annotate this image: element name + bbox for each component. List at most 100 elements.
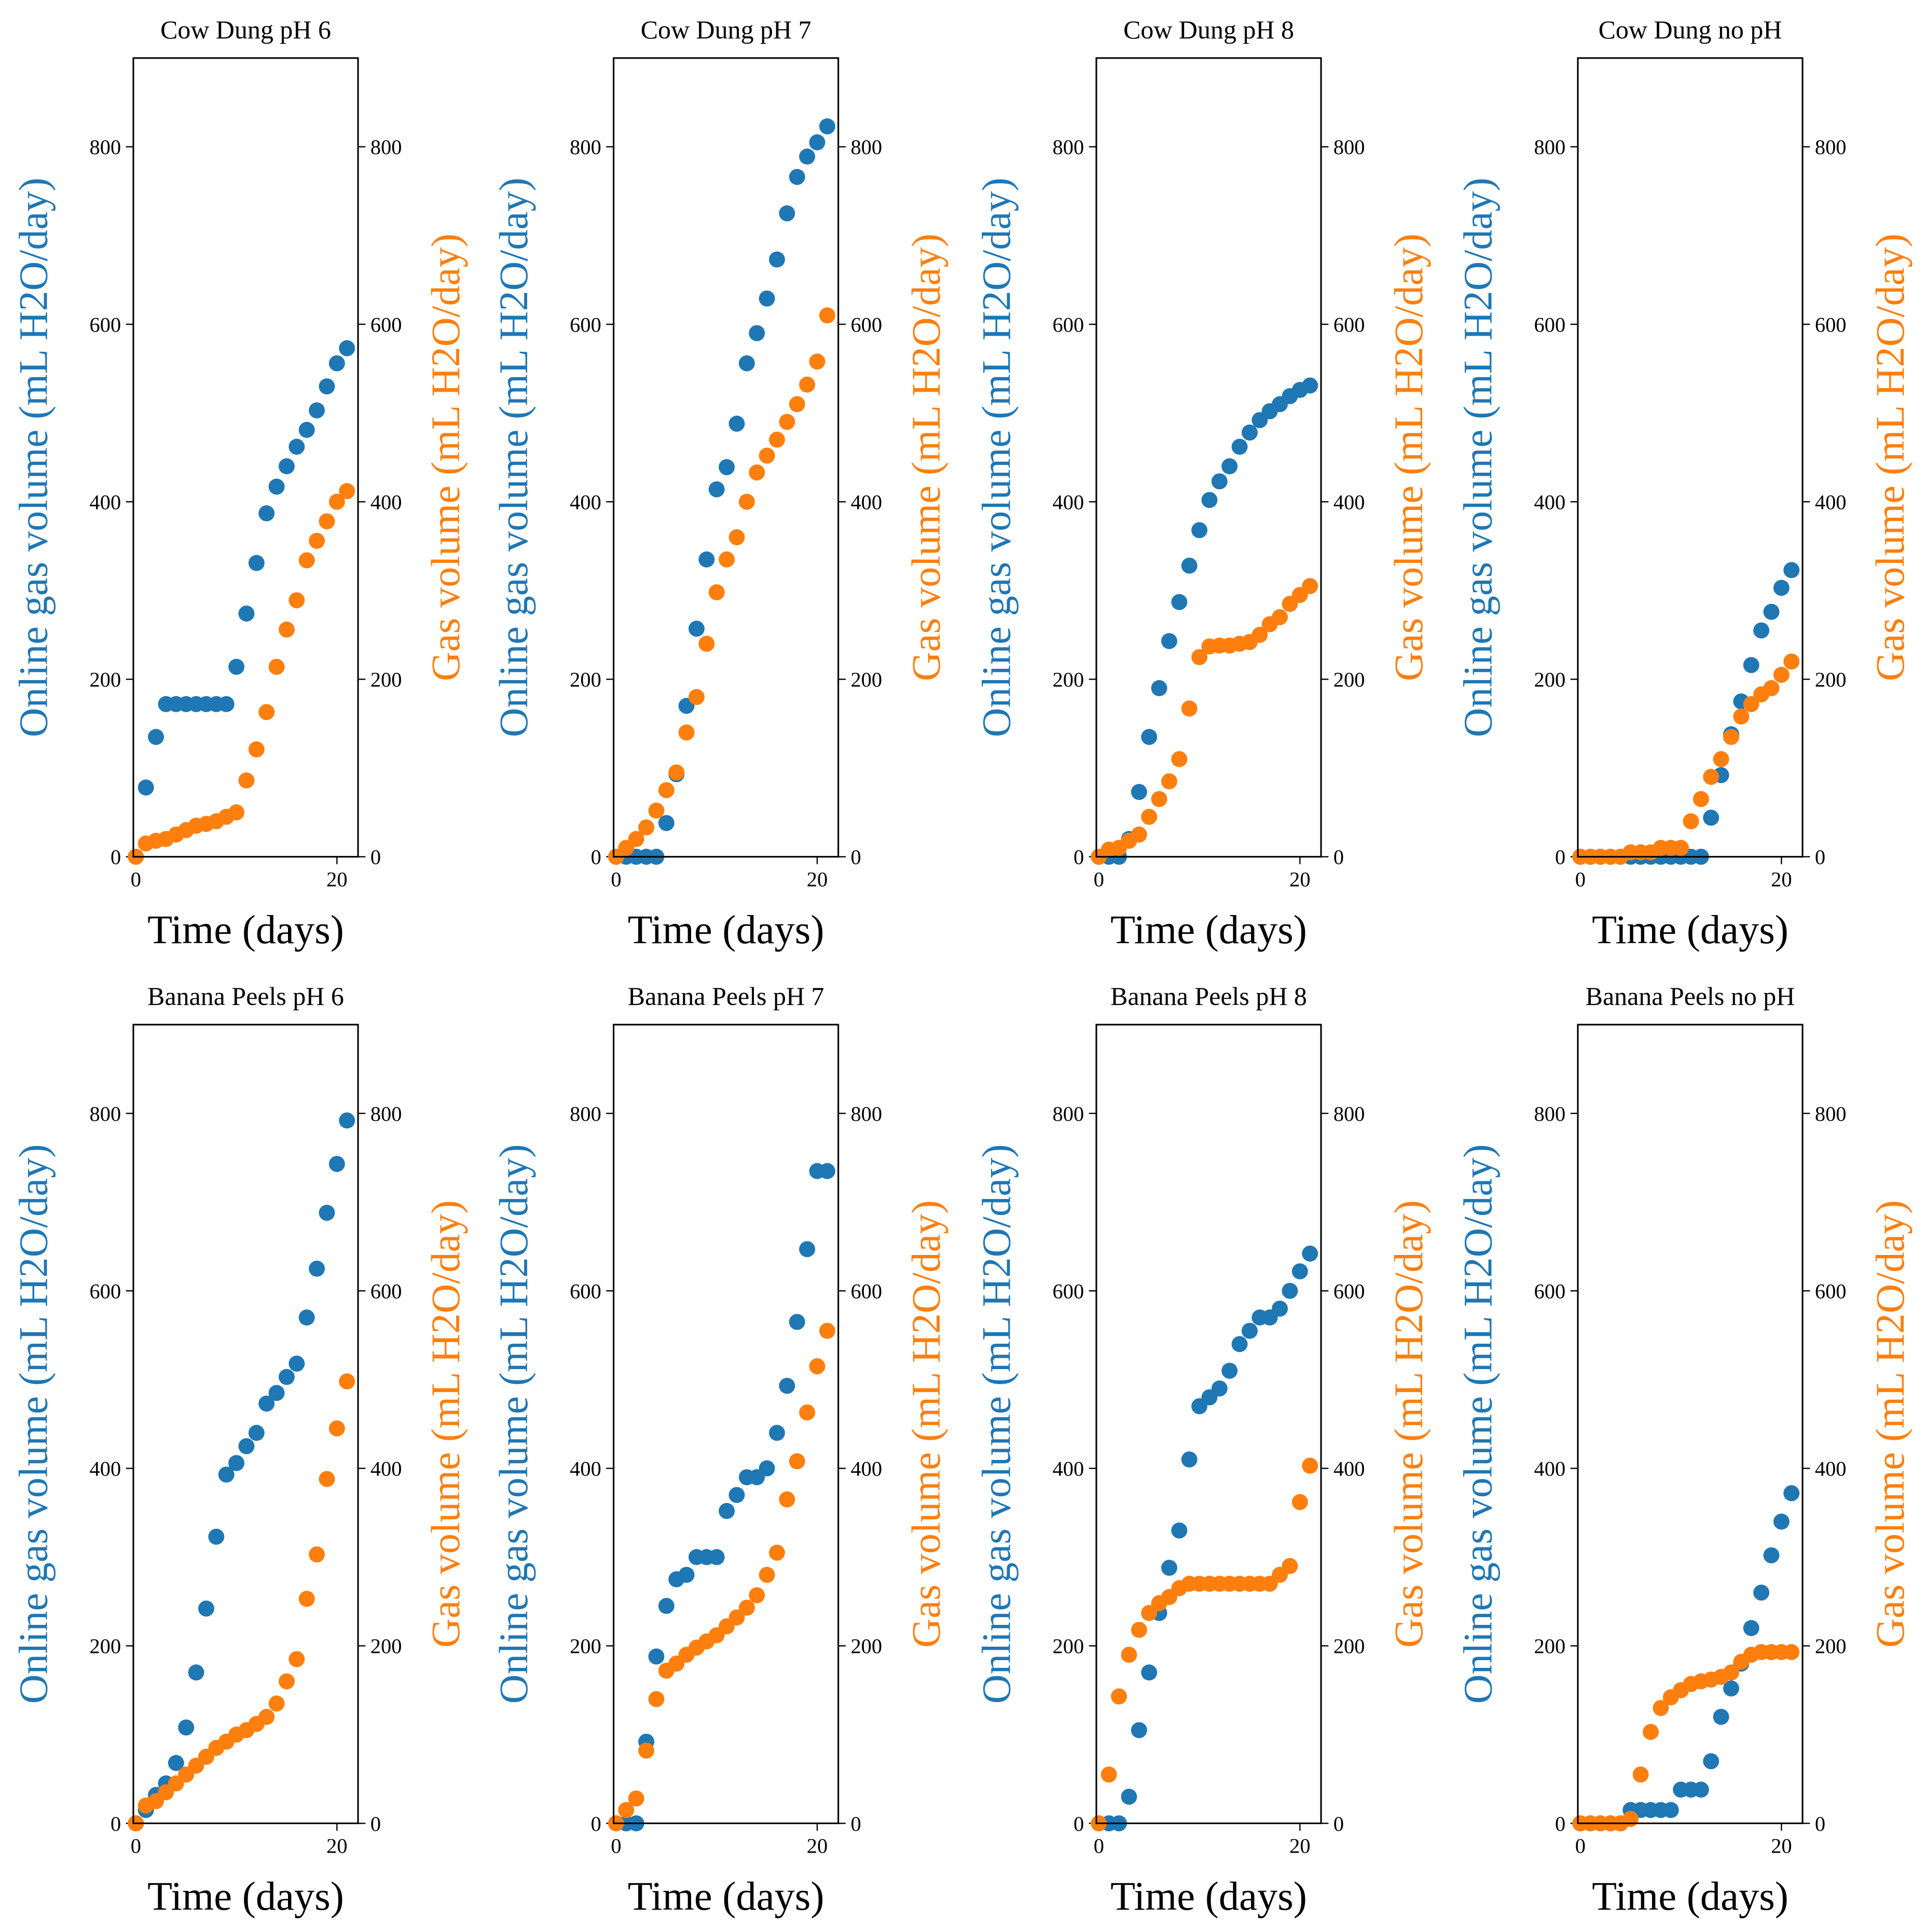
x-axis-label: Time (days): [1110, 1873, 1307, 1919]
data-point: [738, 355, 755, 371]
data-point: [719, 551, 735, 568]
data-point: [728, 1609, 745, 1626]
data-point: [759, 1567, 775, 1583]
data-point: [708, 481, 725, 498]
y-tick-label: 800: [90, 135, 121, 159]
y2-tick-label: 0: [1815, 846, 1825, 869]
data-point: [769, 1544, 785, 1561]
data-point: [258, 1395, 275, 1412]
y2-axis-label: Gas volume (mL H2O/day): [423, 1200, 468, 1648]
data-point: [1733, 708, 1750, 725]
data-point: [1171, 594, 1188, 610]
data-point: [1171, 1522, 1188, 1539]
x-tick-label: 20: [326, 1834, 347, 1858]
y-tick-label: 400: [1534, 490, 1566, 514]
data-point: [1662, 1802, 1679, 1818]
y2-tick-label: 400: [1333, 1457, 1365, 1481]
data-point: [309, 402, 325, 419]
y-tick-label: 400: [1053, 1457, 1084, 1481]
data-point: [319, 513, 335, 530]
data-point: [648, 1691, 665, 1707]
y-tick-label: 400: [1053, 490, 1084, 514]
data-point: [749, 325, 765, 341]
data-point: [298, 552, 315, 569]
data-point: [628, 1790, 644, 1807]
y-axis-label: Online gas volume (mL H2O/day): [1455, 1144, 1500, 1704]
data-point: [1161, 773, 1177, 790]
data-point: [728, 1487, 745, 1503]
data-point: [248, 1425, 265, 1441]
data-point: [1723, 1680, 1739, 1697]
y-tick-label: 400: [90, 490, 121, 514]
data-point: [328, 355, 345, 371]
data-point: [1302, 1457, 1318, 1474]
data-point: [1291, 1263, 1308, 1280]
data-point: [298, 422, 315, 438]
data-point: [1683, 813, 1699, 830]
y2-axis-label: Gas volume (mL H2O/day): [423, 233, 468, 681]
y-tick-label: 0: [1074, 1812, 1084, 1836]
data-point: [258, 704, 275, 721]
plot-frame: [1095, 57, 1322, 858]
x-tick-label: 0: [611, 868, 621, 891]
data-point: [1282, 1558, 1298, 1574]
y2-tick-label: 200: [1815, 1635, 1847, 1658]
y2-tick-label: 800: [850, 1102, 882, 1125]
y-tick-label: 200: [90, 668, 121, 692]
y-tick-label: 800: [1053, 135, 1084, 159]
data-point: [238, 1438, 255, 1455]
y2-axis-label: Gas volume (mL H2O/day): [1867, 1200, 1913, 1648]
data-point: [268, 478, 285, 495]
data-point: [1131, 784, 1147, 801]
y-tick-label: 0: [591, 1812, 601, 1836]
y2-tick-label: 800: [850, 135, 882, 159]
y2-tick-label: 600: [370, 313, 402, 336]
data-point: [1211, 473, 1228, 490]
data-point: [1191, 522, 1208, 539]
y2-axis-label: Gas volume (mL H2O/day): [903, 1200, 948, 1648]
plot-frame: [613, 57, 840, 858]
y2-axis-label: Gas volume (mL H2O/day): [1867, 233, 1913, 681]
y2-tick-label: 400: [370, 1457, 402, 1481]
y2-tick-label: 800: [370, 135, 402, 159]
data-point: [769, 251, 785, 268]
data-point: [658, 1597, 675, 1614]
data-point: [279, 622, 295, 638]
data-point: [1231, 1336, 1248, 1353]
data-point: [779, 413, 795, 430]
data-point: [1121, 1647, 1137, 1663]
data-point: [779, 1377, 795, 1394]
y-tick-label: 0: [1555, 846, 1565, 869]
data-point: [1783, 653, 1800, 670]
x-tick-label: 0: [131, 868, 141, 891]
y2-tick-label: 400: [1815, 490, 1847, 514]
data-point: [638, 1742, 655, 1759]
data-point: [1783, 1485, 1800, 1501]
data-point: [218, 1466, 235, 1483]
y2-tick-label: 800: [370, 1102, 402, 1125]
data-point: [328, 1420, 345, 1437]
data-point: [789, 1453, 805, 1470]
y-axis-label: Online gas volume (mL H2O/day): [973, 177, 1019, 737]
data-point: [1743, 1620, 1759, 1636]
data-point: [769, 431, 785, 448]
y-tick-label: 800: [90, 1102, 121, 1125]
chart-title: Cow Dung no pH: [1599, 15, 1782, 44]
data-point: [1151, 680, 1167, 696]
data-point: [688, 620, 705, 637]
y-tick-label: 600: [1534, 1279, 1566, 1303]
data-point: [1131, 826, 1147, 843]
data-point: [719, 1502, 735, 1519]
data-point: [1723, 729, 1739, 745]
data-point: [1272, 609, 1288, 626]
data-point: [1181, 557, 1198, 574]
data-point: [1302, 578, 1318, 595]
x-axis-label: Time (days): [628, 1873, 824, 1919]
data-point: [1131, 1722, 1147, 1738]
y-tick-label: 600: [570, 313, 601, 336]
data-point: [1763, 1547, 1780, 1564]
y-axis-label: Online gas volume (mL H2O/day): [10, 1144, 56, 1704]
y-tick-label: 0: [111, 1812, 121, 1836]
plot-frame: [1577, 1024, 1804, 1825]
data-point: [309, 1260, 325, 1277]
